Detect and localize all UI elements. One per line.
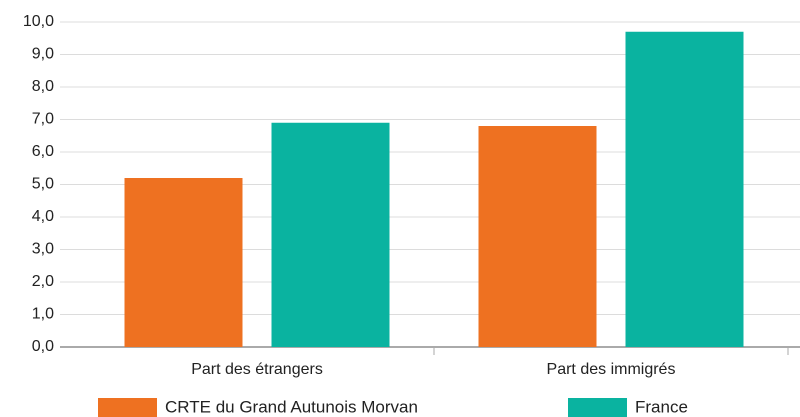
bar bbox=[271, 122, 390, 347]
legend-label: CRTE du Grand Autunois Morvan bbox=[165, 397, 418, 416]
y-tick-label: 8,0 bbox=[32, 78, 54, 95]
bar bbox=[625, 31, 744, 347]
legend-label: France bbox=[635, 397, 688, 416]
y-tick-label: 3,0 bbox=[32, 241, 54, 258]
y-tick-label: 1,0 bbox=[32, 306, 54, 323]
y-tick-label: 7,0 bbox=[32, 111, 54, 128]
y-tick-label: 0,0 bbox=[32, 338, 54, 355]
y-tick-label: 9,0 bbox=[32, 46, 54, 63]
y-tick-label: 4,0 bbox=[32, 208, 54, 225]
legend-swatch bbox=[568, 398, 627, 417]
y-tick-label: 5,0 bbox=[32, 176, 54, 193]
y-tick-label: 6,0 bbox=[32, 143, 54, 160]
x-tick-label: Part des immigrés bbox=[547, 361, 676, 378]
bar bbox=[478, 126, 597, 347]
bar bbox=[124, 178, 243, 347]
legend-swatch bbox=[98, 398, 157, 417]
y-tick-label: 10,0 bbox=[23, 13, 54, 30]
y-tick-label: 2,0 bbox=[32, 273, 54, 290]
x-tick-label: Part des étrangers bbox=[191, 361, 323, 378]
